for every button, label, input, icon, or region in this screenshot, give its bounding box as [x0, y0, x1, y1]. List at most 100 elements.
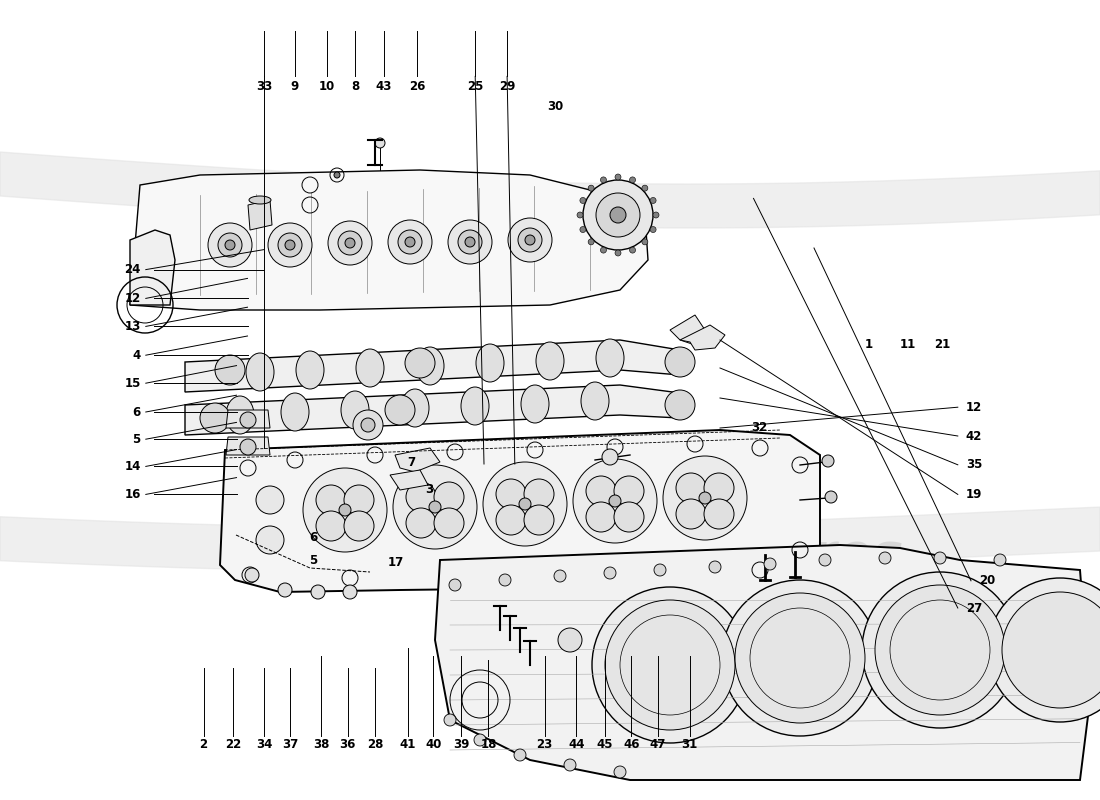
Circle shape [343, 585, 358, 599]
Ellipse shape [416, 347, 444, 385]
Circle shape [218, 233, 242, 257]
Circle shape [393, 465, 477, 549]
Text: 23: 23 [537, 738, 552, 750]
Circle shape [311, 585, 324, 599]
Circle shape [240, 412, 256, 428]
Circle shape [604, 567, 616, 579]
Text: 24: 24 [124, 263, 141, 276]
Circle shape [499, 574, 512, 586]
Text: 25: 25 [468, 80, 483, 93]
Ellipse shape [356, 349, 384, 387]
Circle shape [642, 239, 648, 245]
Text: 46: 46 [623, 738, 640, 750]
Circle shape [483, 462, 566, 546]
Text: 17: 17 [388, 556, 404, 569]
Circle shape [444, 714, 456, 726]
Text: 19: 19 [966, 488, 982, 501]
Polygon shape [395, 448, 440, 472]
Text: 39: 39 [453, 738, 469, 750]
Circle shape [722, 580, 878, 736]
Circle shape [508, 218, 552, 262]
Circle shape [609, 495, 622, 507]
Polygon shape [185, 340, 680, 392]
Circle shape [302, 468, 387, 552]
Circle shape [465, 237, 475, 247]
Circle shape [614, 502, 644, 532]
Polygon shape [226, 410, 270, 428]
Circle shape [388, 220, 432, 264]
Text: 12: 12 [124, 292, 141, 305]
Circle shape [642, 185, 648, 191]
Circle shape [353, 410, 383, 440]
Circle shape [564, 759, 576, 771]
Text: 8: 8 [351, 80, 360, 93]
Text: 33: 33 [256, 80, 272, 93]
Ellipse shape [385, 395, 415, 425]
Circle shape [434, 508, 464, 538]
Text: 30: 30 [548, 100, 563, 113]
Ellipse shape [200, 403, 230, 433]
Circle shape [650, 226, 656, 233]
Circle shape [825, 491, 837, 503]
Circle shape [316, 485, 346, 515]
Circle shape [610, 207, 626, 223]
Circle shape [208, 223, 252, 267]
Circle shape [822, 455, 834, 467]
Circle shape [988, 578, 1100, 722]
Circle shape [602, 449, 618, 465]
Text: 29: 29 [499, 80, 515, 93]
Text: 43: 43 [376, 80, 392, 93]
Text: 35: 35 [966, 458, 982, 471]
Circle shape [653, 212, 659, 218]
Circle shape [698, 492, 711, 504]
Circle shape [245, 568, 258, 582]
Circle shape [434, 482, 464, 512]
Ellipse shape [405, 348, 435, 378]
Ellipse shape [402, 389, 429, 427]
Polygon shape [390, 470, 428, 490]
Text: 5: 5 [133, 433, 141, 446]
Circle shape [764, 558, 776, 570]
Ellipse shape [666, 347, 695, 377]
Text: 13: 13 [124, 320, 141, 333]
Text: 9: 9 [290, 80, 299, 93]
Text: 47: 47 [650, 738, 666, 750]
Ellipse shape [296, 351, 324, 389]
Circle shape [496, 505, 526, 535]
Circle shape [710, 561, 720, 573]
Text: 45: 45 [596, 738, 614, 750]
Circle shape [994, 554, 1006, 566]
Text: 15: 15 [124, 377, 141, 390]
Circle shape [406, 482, 436, 512]
Circle shape [704, 499, 734, 529]
Circle shape [615, 250, 622, 256]
Polygon shape [220, 430, 819, 592]
Circle shape [226, 240, 235, 250]
Ellipse shape [280, 393, 309, 431]
Text: 34: 34 [256, 738, 272, 750]
Circle shape [580, 198, 586, 203]
Circle shape [580, 226, 586, 233]
Text: 11: 11 [900, 338, 915, 350]
Polygon shape [130, 170, 648, 310]
Circle shape [268, 223, 312, 267]
Circle shape [605, 600, 735, 730]
Circle shape [240, 439, 256, 455]
Ellipse shape [249, 196, 271, 204]
Text: 20: 20 [979, 574, 996, 587]
Text: 5: 5 [309, 554, 318, 566]
Circle shape [820, 554, 830, 566]
Circle shape [344, 485, 374, 515]
Text: 38: 38 [314, 738, 329, 750]
Text: 4: 4 [133, 349, 141, 362]
Circle shape [650, 198, 656, 203]
Circle shape [588, 239, 594, 245]
Circle shape [615, 174, 622, 180]
Circle shape [735, 593, 865, 723]
Text: 28: 28 [367, 738, 383, 750]
Circle shape [496, 479, 526, 509]
Polygon shape [226, 437, 270, 455]
Text: 16: 16 [124, 488, 141, 501]
Polygon shape [434, 545, 1090, 780]
Circle shape [344, 511, 374, 541]
